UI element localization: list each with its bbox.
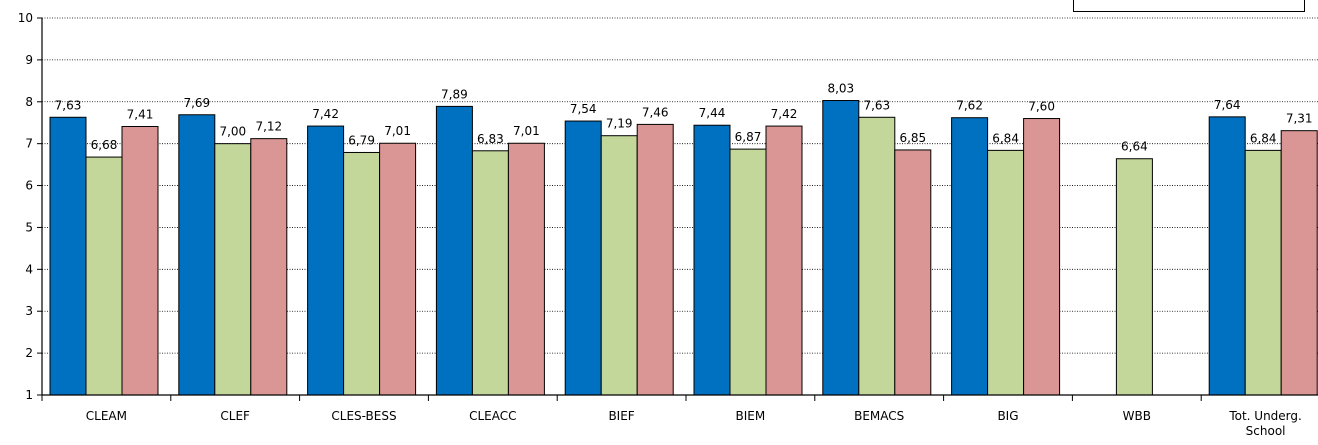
bar bbox=[435, 105, 473, 396]
y-tick-label: 6 bbox=[25, 179, 33, 193]
category-label: BIEF bbox=[608, 409, 634, 423]
data-label: 6,87 bbox=[735, 130, 762, 144]
data-label: 7,12 bbox=[255, 120, 282, 134]
data-label: 7,89 bbox=[441, 87, 468, 101]
bar bbox=[600, 135, 638, 396]
data-label: 7,19 bbox=[606, 117, 633, 131]
y-tick-label: 9 bbox=[25, 53, 33, 67]
bar bbox=[693, 124, 731, 396]
category-label: CLEAM bbox=[86, 409, 127, 423]
data-label: 7,44 bbox=[699, 106, 726, 120]
bar bbox=[858, 116, 896, 396]
y-tick-label: 1 bbox=[25, 388, 33, 402]
data-label: 7,01 bbox=[513, 124, 540, 138]
bar bbox=[1208, 116, 1246, 396]
bar bbox=[765, 125, 803, 396]
category-label: CLEF bbox=[220, 409, 250, 423]
category-label: BIEM bbox=[736, 409, 766, 423]
data-label: 7,54 bbox=[570, 102, 597, 116]
y-tick-label: 4 bbox=[25, 262, 33, 276]
data-label: 6,64 bbox=[1121, 140, 1148, 154]
category-label: WBB bbox=[1123, 409, 1151, 423]
data-label: 7,00 bbox=[219, 125, 246, 139]
bar bbox=[1280, 130, 1318, 396]
category-label: CLEACC bbox=[469, 409, 516, 423]
data-label: 7,62 bbox=[956, 99, 983, 113]
bar bbox=[822, 100, 860, 396]
category-label: Tot. Underg. bbox=[1228, 409, 1302, 423]
y-tick-label: 8 bbox=[25, 95, 33, 109]
data-label: 6,84 bbox=[1250, 131, 1277, 145]
data-label: 6,79 bbox=[348, 133, 375, 147]
y-tick-label: 5 bbox=[25, 220, 33, 234]
bar bbox=[178, 114, 216, 396]
bar bbox=[987, 149, 1025, 396]
data-label: 7,01 bbox=[384, 124, 411, 138]
data-label: 6,68 bbox=[91, 138, 118, 152]
bar bbox=[307, 125, 345, 396]
bar bbox=[729, 148, 767, 396]
category-label: BEMACS bbox=[854, 409, 904, 423]
data-label: 7,31 bbox=[1286, 112, 1313, 126]
data-label: 6,83 bbox=[477, 132, 504, 146]
bar bbox=[564, 120, 602, 396]
data-label: 7,41 bbox=[127, 107, 154, 121]
bar bbox=[636, 123, 674, 396]
bar bbox=[49, 116, 87, 396]
data-label: 7,69 bbox=[183, 96, 210, 110]
bar bbox=[250, 138, 288, 396]
bar bbox=[379, 142, 417, 396]
data-label: 8,03 bbox=[827, 82, 854, 96]
bar bbox=[507, 142, 545, 396]
data-label: 7,63 bbox=[55, 98, 82, 112]
bar bbox=[1244, 149, 1282, 396]
bar bbox=[214, 143, 252, 396]
bar bbox=[85, 156, 123, 396]
data-label: 7,42 bbox=[771, 107, 798, 121]
data-label: 7,46 bbox=[642, 105, 669, 119]
data-label: 7,64 bbox=[1214, 98, 1241, 112]
data-label: 6,84 bbox=[992, 131, 1019, 145]
data-label: 6,85 bbox=[899, 131, 926, 145]
y-tick-label: 2 bbox=[25, 346, 33, 360]
data-label: 7,42 bbox=[312, 107, 339, 121]
data-label: 7,60 bbox=[1028, 100, 1055, 114]
bar bbox=[343, 151, 381, 396]
bar bbox=[951, 117, 989, 396]
y-tick-label: 3 bbox=[25, 304, 33, 318]
y-tick-label: 10 bbox=[18, 11, 33, 25]
bar bbox=[1115, 158, 1153, 396]
category-label: BIG bbox=[997, 409, 1018, 423]
bar bbox=[471, 150, 509, 396]
bar bbox=[121, 125, 159, 396]
data-label: 7,63 bbox=[863, 98, 890, 112]
bar bbox=[894, 149, 932, 396]
category-label: CLES-BESS bbox=[331, 409, 396, 423]
y-tick-label: 7 bbox=[25, 137, 33, 151]
legend bbox=[1073, 0, 1305, 12]
bar bbox=[1023, 118, 1061, 396]
category-label: School bbox=[1246, 424, 1286, 438]
